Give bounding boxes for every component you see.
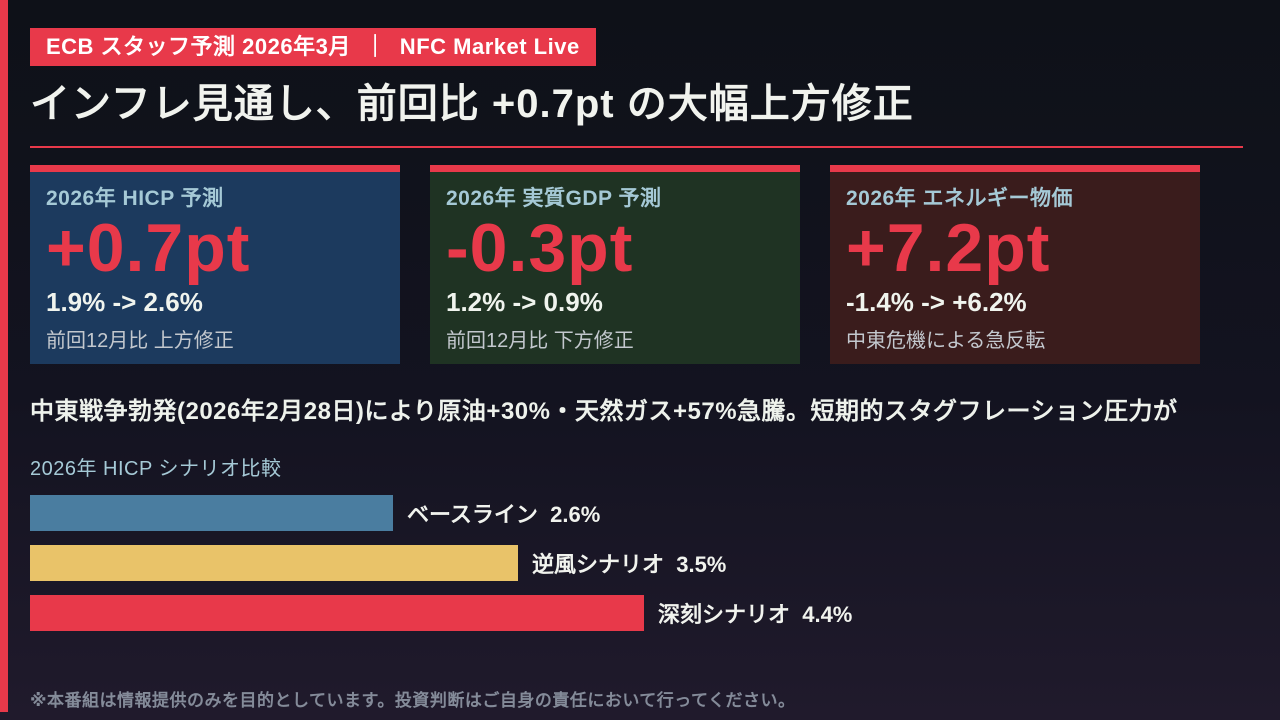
bar-2 <box>30 545 518 581</box>
headline-underline <box>30 146 1243 148</box>
card-note: 前回12月比 下方修正 <box>446 330 634 353</box>
bar-chart-rows: ベースライン 2.6% 逆風シナリオ 3.5% 深刻シナリオ 4.4% <box>30 495 1280 631</box>
program-badge: ECB スタッフ予測 2026年3月 ｜ NFC Market Live <box>30 28 596 66</box>
bar-row: 深刻シナリオ 4.4% <box>30 595 1280 631</box>
bar-label: 逆風シナリオ 3.5% <box>532 552 727 577</box>
card-note: 中東危機による急反転 <box>846 330 1046 353</box>
card-label: 2026年 HICP 予測 <box>46 187 224 210</box>
card-change: 1.2% -> 0.9% <box>446 287 603 318</box>
bar-1 <box>30 495 393 531</box>
left-accent-bar <box>0 0 8 712</box>
card-label: 2026年 実質GDP 予測 <box>446 187 662 210</box>
stat-card-gdp: 2026年 実質GDP 予測 -0.3pt 1.2% -> 0.9% 前回12月… <box>430 165 800 364</box>
card-note: 前回12月比 上方修正 <box>46 330 234 353</box>
card-label: 2026年 エネルギー物価 <box>846 187 1074 210</box>
broadcast-frame: ECB スタッフ予測 2026年3月 ｜ NFC Market Live インフ… <box>30 0 1280 720</box>
card-value: +0.7pt <box>46 210 251 286</box>
card-change: 1.9% -> 2.6% <box>46 287 203 318</box>
scenario-bar-chart: 2026年 HICP シナリオ比較 ベースライン 2.6% 逆風シナリオ 3.5%… <box>30 452 1280 631</box>
bar-row: ベースライン 2.6% <box>30 495 1280 531</box>
bar-row: 逆風シナリオ 3.5% <box>30 545 1280 581</box>
card-value: +7.2pt <box>846 210 1051 286</box>
news-ticker: 中東戦争勃発(2026年2月28日)により原油+30%・天然ガス+57%急騰。短… <box>30 398 1178 425</box>
card-change: -1.4% -> +6.2% <box>846 287 1027 318</box>
headline: インフレ見通し、前回比 +0.7pt の大幅上方修正 <box>30 82 914 126</box>
stat-card-energy: 2026年 エネルギー物価 +7.2pt -1.4% -> +6.2% 中東危機… <box>830 165 1200 364</box>
bar-label: ベースライン 2.6% <box>407 502 601 527</box>
chart-title: 2026年 HICP シナリオ比較 <box>30 458 282 480</box>
card-value: -0.3pt <box>446 210 634 286</box>
bar-label: 深刻シナリオ 4.4% <box>658 602 853 627</box>
bar-3 <box>30 595 644 631</box>
stat-cards: 2026年 HICP 予測 +0.7pt 1.9% -> 2.6% 前回12月比… <box>30 165 1200 364</box>
disclaimer-text: ※本番組は情報提供のみを目的としています。投資判断はご自身の責任において行ってく… <box>30 691 796 710</box>
stat-card-hicp: 2026年 HICP 予測 +0.7pt 1.9% -> 2.6% 前回12月比… <box>30 165 400 364</box>
